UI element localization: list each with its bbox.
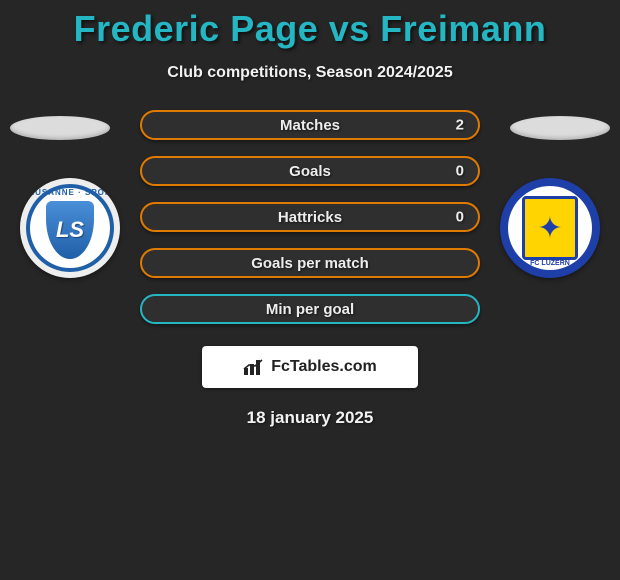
stat-value-right: 0 — [456, 209, 464, 226]
subtitle: Club competitions, Season 2024/2025 — [0, 64, 620, 82]
runner-icon: ✦ — [525, 199, 575, 257]
stat-row: Min per goal — [140, 294, 480, 324]
page-title: Frederic Page vs Freimann — [0, 0, 620, 50]
stat-rows: Matches 2 Goals 0 Hattricks 0 Goals per match M… — [140, 110, 480, 324]
badge-arc-text: LAUSANNE · SPORT — [20, 188, 120, 197]
stat-row: Goals 0 — [140, 156, 480, 186]
stat-label: Goals — [289, 163, 331, 180]
badge-monogram: LS — [46, 201, 94, 259]
stat-row: Hattricks 0 — [140, 202, 480, 232]
stat-label: Matches — [280, 117, 340, 134]
badge-label: FC LUZERN — [508, 260, 592, 267]
stat-label: Goals per match — [251, 255, 369, 272]
stat-label: Min per goal — [266, 301, 354, 318]
stat-row: Matches 2 — [140, 110, 480, 140]
club-badge-left: LAUSANNE · SPORT LS — [20, 178, 120, 278]
stat-value-right: 0 — [456, 163, 464, 180]
bars-icon — [243, 358, 265, 376]
stat-value-right: 2 — [456, 117, 464, 134]
player-right-silhouette — [510, 116, 610, 140]
comparison-panel: LAUSANNE · SPORT LS ✦ FC LUZERN Matches 2… — [0, 110, 620, 324]
branding-text: FcTables.com — [271, 358, 377, 376]
stat-row: Goals per match — [140, 248, 480, 278]
date-label: 18 january 2025 — [0, 408, 620, 428]
branding-badge: FcTables.com — [202, 346, 418, 388]
player-left-silhouette — [10, 116, 110, 140]
stat-label: Hattricks — [278, 209, 342, 226]
club-badge-right: ✦ FC LUZERN — [500, 178, 600, 278]
